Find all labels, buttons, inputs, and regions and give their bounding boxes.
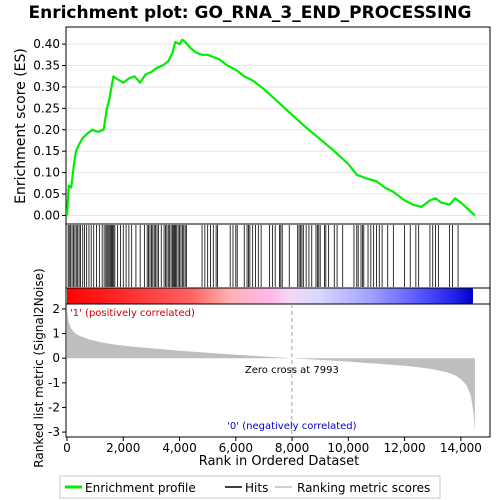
x-tick-label: 8,000 <box>275 441 309 455</box>
chart-title: Enrichment plot: GO_RNA_3_END_PROCESSING <box>29 3 472 23</box>
es-y-tick-label: 0.30 <box>33 80 60 94</box>
metric-y-tick-label: -1 <box>48 376 60 390</box>
metric-y-axis-label: Ranked list metric (Signal2Noise) <box>32 268 46 467</box>
metric-y-tick-label: 0 <box>52 351 60 365</box>
x-tick-label: 10,000 <box>327 441 369 455</box>
positive-correlation-label: '1' (positively correlated) <box>70 308 195 319</box>
metric-y-tick-label: -2 <box>48 400 60 414</box>
legend-label-hits: Hits <box>245 481 268 495</box>
rank-color-bar <box>67 288 473 304</box>
es-y-tick-label: 0.10 <box>33 166 60 180</box>
enrichment-profile-line <box>65 38 476 217</box>
x-tick-label: 0 <box>63 441 71 455</box>
hits-panel-frame <box>65 223 491 289</box>
x-tick-label: 2,000 <box>106 441 140 455</box>
es-panel-frame <box>65 26 491 225</box>
x-tick-label: 12,000 <box>384 441 426 455</box>
es-y-tick-label: 0.20 <box>33 123 60 137</box>
es-gridlines <box>67 43 489 216</box>
metric-y-tick-label: 1 <box>52 327 60 341</box>
x-tick-label: 4,000 <box>162 441 196 455</box>
legend-label-enrichment: Enrichment profile <box>85 481 196 495</box>
es-y-tick-label: 0.00 <box>33 208 60 222</box>
metric-y-tick-label: 2 <box>52 302 60 316</box>
metric-panel-frame <box>65 303 491 438</box>
negative-correlation-label: '0' (negatively correlated) <box>227 421 356 432</box>
hits-rug <box>67 225 459 287</box>
es-y-tick-label: 0.15 <box>33 144 60 158</box>
es-y-tick-label: 0.40 <box>33 37 60 51</box>
es-y-tick-label: 0.25 <box>33 101 60 115</box>
es-y-tick-label: 0.35 <box>33 59 60 73</box>
es-y-axis-label: Enrichment score (ES) <box>13 48 29 204</box>
legend: Enrichment profile Hits Ranking metric s… <box>59 475 441 499</box>
metric-y-tick-label: -3 <box>48 425 60 439</box>
legend-label-metric: Ranking metric scores <box>297 481 430 495</box>
legend-frame <box>59 475 441 499</box>
x-tick-label: 6,000 <box>219 441 253 455</box>
es-y-tick-label: 0.05 <box>33 187 60 201</box>
es-y-axis: 0.00 0.05 0.10 0.15 0.20 0.25 0.30 0.35 0.40 <box>33 37 66 222</box>
metric-x-axis: 0 2,000 4,000 6,000 8,000 10,000 12,000 14,000 <box>63 437 482 455</box>
x-axis-label: Rank in Ordered Dataset <box>199 454 360 469</box>
zero-cross-annotation: Zero cross at 7993 <box>245 365 339 376</box>
metric-y-axis: -3 -2 -1 0 1 2 <box>48 302 66 439</box>
x-tick-label: 14,000 <box>440 441 482 455</box>
